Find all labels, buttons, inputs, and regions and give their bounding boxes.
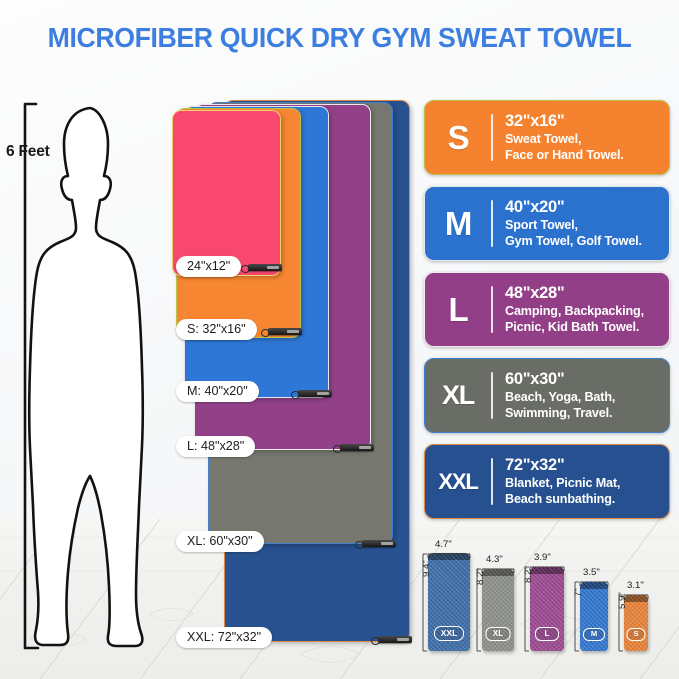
size-card-divider [491, 372, 493, 419]
towel-clip-tag-l [333, 444, 374, 453]
roll-cap [580, 582, 608, 589]
size-card-divider [491, 200, 493, 247]
rolled-towel-xl[interactable]: XL [482, 569, 514, 651]
page-title: MICROFIBER QUICK DRY GYM SWEAT TOWEL [47, 22, 632, 53]
size-card-xxl-letter: XXL [438, 468, 478, 494]
size-card-m-dimension: 40"x20" [505, 198, 565, 217]
size-card-m-use-2: Gym Towel, Golf Towel. [505, 233, 642, 248]
towel-label-l: L: 48"x28" [176, 436, 256, 457]
size-card-xl-use-2: Swimming, Travel. [505, 405, 613, 420]
rolled-towels-row: XXL 4.7" 9.4" XL 4.3" 8.2" [414, 535, 676, 665]
towel-clip-tag-xs [241, 264, 282, 273]
roll-mesh-texture [624, 595, 648, 651]
rolled-towel-l-badge: L [535, 627, 559, 641]
size-card-divider [491, 458, 493, 505]
rolled-towel-s-height: 5.9" [617, 592, 628, 609]
size-card-xl-dimension: 60"x30" [505, 370, 565, 389]
size-card-s-use-1: Sweat Towel, [505, 132, 582, 147]
rolled-towel-m-badge: M [583, 628, 605, 641]
towel-label-s: S: 32"x16" [176, 319, 257, 340]
rolled-towel-xl-badge: XL [485, 627, 511, 641]
size-card-s-use-2: Face or Hand Towel. [505, 147, 624, 162]
roll-cap [530, 567, 564, 574]
rolled-towel-xxl[interactable]: XXL [428, 553, 470, 651]
towel-clip-tag-xl [355, 540, 396, 549]
rolled-towel-xxl-width: 4.7" [435, 539, 452, 550]
size-card-s-letter: S [447, 119, 470, 156]
rolled-towel-xl-height: 8.2" [475, 568, 486, 585]
rolled-towel-m-width: 3.5" [583, 567, 600, 578]
size-card-divider [491, 286, 493, 333]
size-card-divider [491, 114, 493, 161]
rolled-towel-l[interactable]: L [530, 567, 564, 651]
size-legend-cards: S 32"x16" Sweat Towel, Face or Hand Towe… [424, 100, 670, 530]
rolled-towel-l-width: 3.9" [534, 552, 551, 563]
towel-label-xxl: XXL: 72"x32" [176, 627, 273, 648]
size-card-s[interactable]: S 32"x16" Sweat Towel, Face or Hand Towe… [424, 100, 670, 175]
size-card-xl-letter: XL [441, 380, 475, 410]
rolled-towel-s-width: 3.1" [627, 580, 644, 591]
size-card-m-letter: M [444, 205, 472, 242]
roll-cap [482, 569, 514, 576]
rolled-towel-m[interactable]: M [580, 582, 608, 651]
size-card-l-use-1: Camping, Backpacking, [505, 304, 644, 319]
size-card-xxl[interactable]: XXL 72"x32" Blanket, Picnic Mat, Beach s… [424, 444, 670, 519]
size-card-l-letter: L [448, 291, 469, 328]
size-card-l[interactable]: L 48"x28" Camping, Backpacking, Picnic, … [424, 272, 670, 347]
towel-clip-tag-xxl [371, 636, 412, 645]
size-card-l-dimension: 48"x28" [505, 284, 565, 303]
size-card-l-use-2: Picnic, Kid Bath Towel. [505, 319, 640, 334]
rolled-towel-l-height: 8.2" [523, 566, 534, 583]
size-card-xxl-use-1: Blanket, Picnic Mat, [505, 476, 621, 491]
rolled-towel-s-badge: S [626, 628, 646, 641]
roll-cap [428, 553, 470, 560]
size-card-xl-use-1: Beach, Yoga, Bath, [505, 390, 616, 405]
size-card-xl[interactable]: XL 60"x30" Beach, Yoga, Bath, Swimming, … [424, 358, 670, 433]
person-silhouette-icon [22, 96, 182, 656]
size-card-m-use-1: Sport Towel, [505, 218, 578, 233]
size-card-s-dimension: 32"x16" [505, 112, 565, 131]
size-card-xxl-dimension: 72"x32" [505, 456, 565, 475]
towel-label-m: M: 40"x20" [176, 381, 259, 402]
rolled-towel-xxl-height: 9.4" [421, 560, 432, 577]
towel-label-xl: XL: 60"x30" [176, 531, 264, 552]
height-scale-label: 6 Feet [6, 143, 50, 160]
towel-clip-tag-s [261, 328, 302, 337]
towel-label-xs: 24"x12" [176, 256, 242, 277]
towel-size-comparison-stack: 24"x12" S: 32"x16" M: 40"x20" L: 48"x28"… [172, 100, 414, 648]
size-card-xxl-use-2: Beach sunbathing. [505, 491, 616, 506]
rolled-towel-m-height: 7" [573, 588, 584, 597]
roll-cap [624, 595, 648, 602]
rolled-towel-xl-width: 4.3" [486, 554, 503, 565]
rolled-towel-s[interactable]: S [624, 595, 648, 651]
size-card-m[interactable]: M 40"x20" Sport Towel, Gym Towel, Golf T… [424, 186, 670, 261]
towel-clip-tag-m [291, 390, 332, 399]
towel-layer-xs[interactable] [172, 110, 281, 276]
rolled-towel-xxl-badge: XXL [434, 626, 464, 641]
